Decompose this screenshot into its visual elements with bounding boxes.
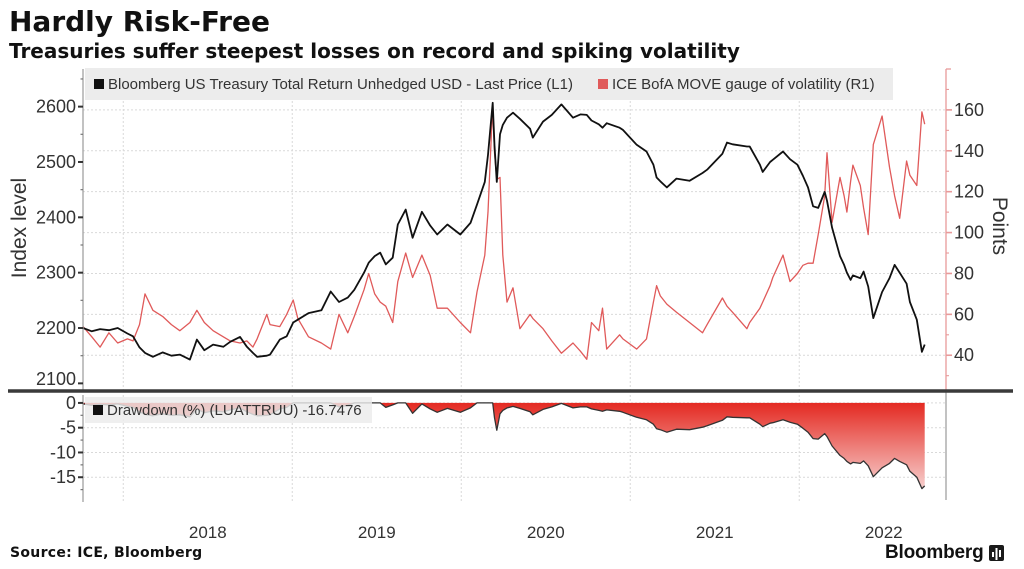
legend-label-drawdown: Drawdown (%) (LUATTRUU) [107, 401, 299, 419]
legend-item-treasury: Bloomberg US Treasury Total Return Unhed… [94, 68, 573, 100]
legend-swatch-drawdown [93, 405, 103, 415]
right-axis-tick-label: 120 [954, 182, 984, 202]
right-axis-tick-label: 100 [954, 223, 984, 243]
right-axis-tick-label: 160 [954, 100, 984, 120]
legend-swatch-treasury [94, 79, 104, 89]
left-axis-tick-label: 2100 [36, 369, 76, 389]
legend-swatch-move [598, 79, 608, 89]
right-axis-tick-label: 140 [954, 141, 984, 161]
left-axis-tick-label: 2200 [36, 318, 76, 338]
lower-legend: Drawdown (%) (LUATTRUU) -16.7476 [85, 397, 372, 423]
left-axis-title: Index level [8, 178, 31, 278]
left-axis-tick-label: 2300 [36, 263, 76, 283]
bloomberg-terminal-icon [989, 545, 1005, 561]
x-axis-tick-label: 2021 [696, 523, 734, 542]
legend-last-value: -16.7476 [302, 401, 362, 419]
brand-logo: Bloomberg [885, 542, 1005, 563]
right-axis-tick-label: 40 [954, 345, 974, 365]
upper-legend: Bloomberg US Treasury Total Return Unhed… [85, 68, 893, 100]
x-axis-tick-label: 2022 [865, 523, 903, 542]
gridlines [83, 69, 946, 502]
chart-subtitle: Treasuries suffer steepest losses on rec… [9, 39, 740, 63]
x-axis-tick-label: 2018 [189, 523, 227, 542]
axes: 2100 2200 2300 2400 2500 2600 Index level 40 60 8… [8, 68, 1013, 542]
chart-title: Hardly Risk-Free [9, 5, 270, 38]
move-index-line [82, 103, 926, 360]
left-axis-tick-label: 2600 [36, 97, 76, 117]
left-axis-tick-label: 2500 [36, 152, 76, 172]
legend-label-move: ICE BofA MOVE gauge of volatility (R1) [612, 75, 875, 93]
price-volatility-panel [82, 101, 926, 361]
right-axis-title: Points [988, 197, 1011, 255]
legend-item-drawdown: Drawdown (%) (LUATTRUU) -16.7476 [93, 397, 362, 423]
right-axis-tick-label: 60 [954, 304, 974, 324]
treasury-index-line [82, 101, 926, 361]
left-axis-tick-label: 2400 [36, 207, 76, 227]
x-axis-tick-label: 2020 [527, 523, 565, 542]
lower-axis-tick-label: 0 [66, 393, 76, 413]
source-note: Source: ICE, Bloomberg [10, 545, 203, 561]
legend-item-move: ICE BofA MOVE gauge of volatility (R1) [598, 68, 875, 100]
brand-name: Bloomberg [885, 542, 984, 563]
x-axis-tick-label: 2019 [358, 523, 396, 542]
legend-label-treasury: Bloomberg US Treasury Total Return Unhed… [108, 75, 573, 93]
right-axis-tick-label: 80 [954, 263, 974, 283]
lower-axis-tick-label: -5 [60, 418, 76, 438]
lower-axis-tick-label: -15 [50, 467, 76, 487]
lower-axis-tick-label: -10 [50, 442, 76, 462]
